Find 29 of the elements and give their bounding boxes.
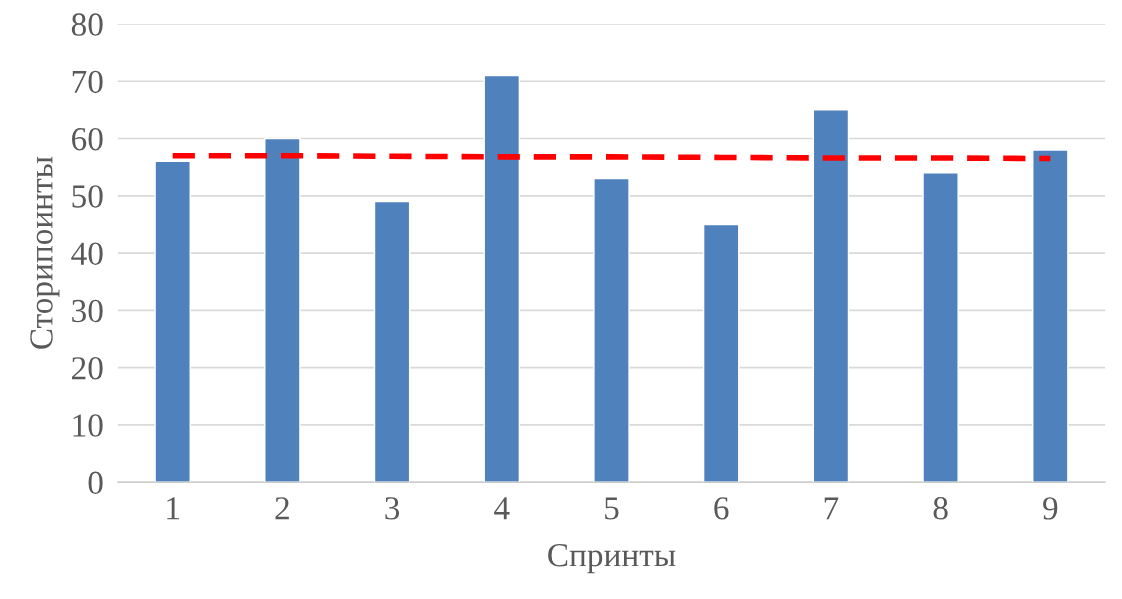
bar [154, 160, 191, 483]
bar [702, 223, 740, 483]
y-tick-label: 10 [73, 414, 103, 437]
x-tick-label: 9 [1043, 497, 1058, 520]
y-tick-label: 70 [72, 70, 103, 94]
y-tick-label: 60 [72, 127, 103, 151]
x-tick-label: 4 [494, 497, 510, 520]
x-tick-label: 5 [605, 497, 619, 520]
y-tick-label: 30 [72, 299, 103, 323]
x-tick-label: 8 [933, 497, 948, 520]
y-axis-title: Сторипоинты [30, 156, 60, 349]
bar [1032, 149, 1069, 483]
y-tick-label: 50 [72, 185, 103, 208]
x-tick-label: 1 [167, 497, 179, 520]
bar [593, 177, 630, 483]
x-tick-label: 2 [275, 497, 289, 520]
x-axis-title: Спринты [548, 544, 676, 574]
x-tick-label: 6 [714, 497, 729, 520]
bar [373, 200, 411, 483]
bar [483, 74, 521, 483]
bar [812, 109, 850, 483]
y-tick-label: 0 [88, 471, 103, 495]
bar [264, 137, 301, 483]
x-tick-label: 7 [824, 497, 839, 520]
x-tick-label: 3 [385, 497, 400, 520]
bar [922, 172, 959, 483]
y-tick-label: 40 [71, 242, 103, 265]
y-tick-label: 80 [71, 13, 103, 36]
y-tick-label: 20 [72, 357, 103, 380]
